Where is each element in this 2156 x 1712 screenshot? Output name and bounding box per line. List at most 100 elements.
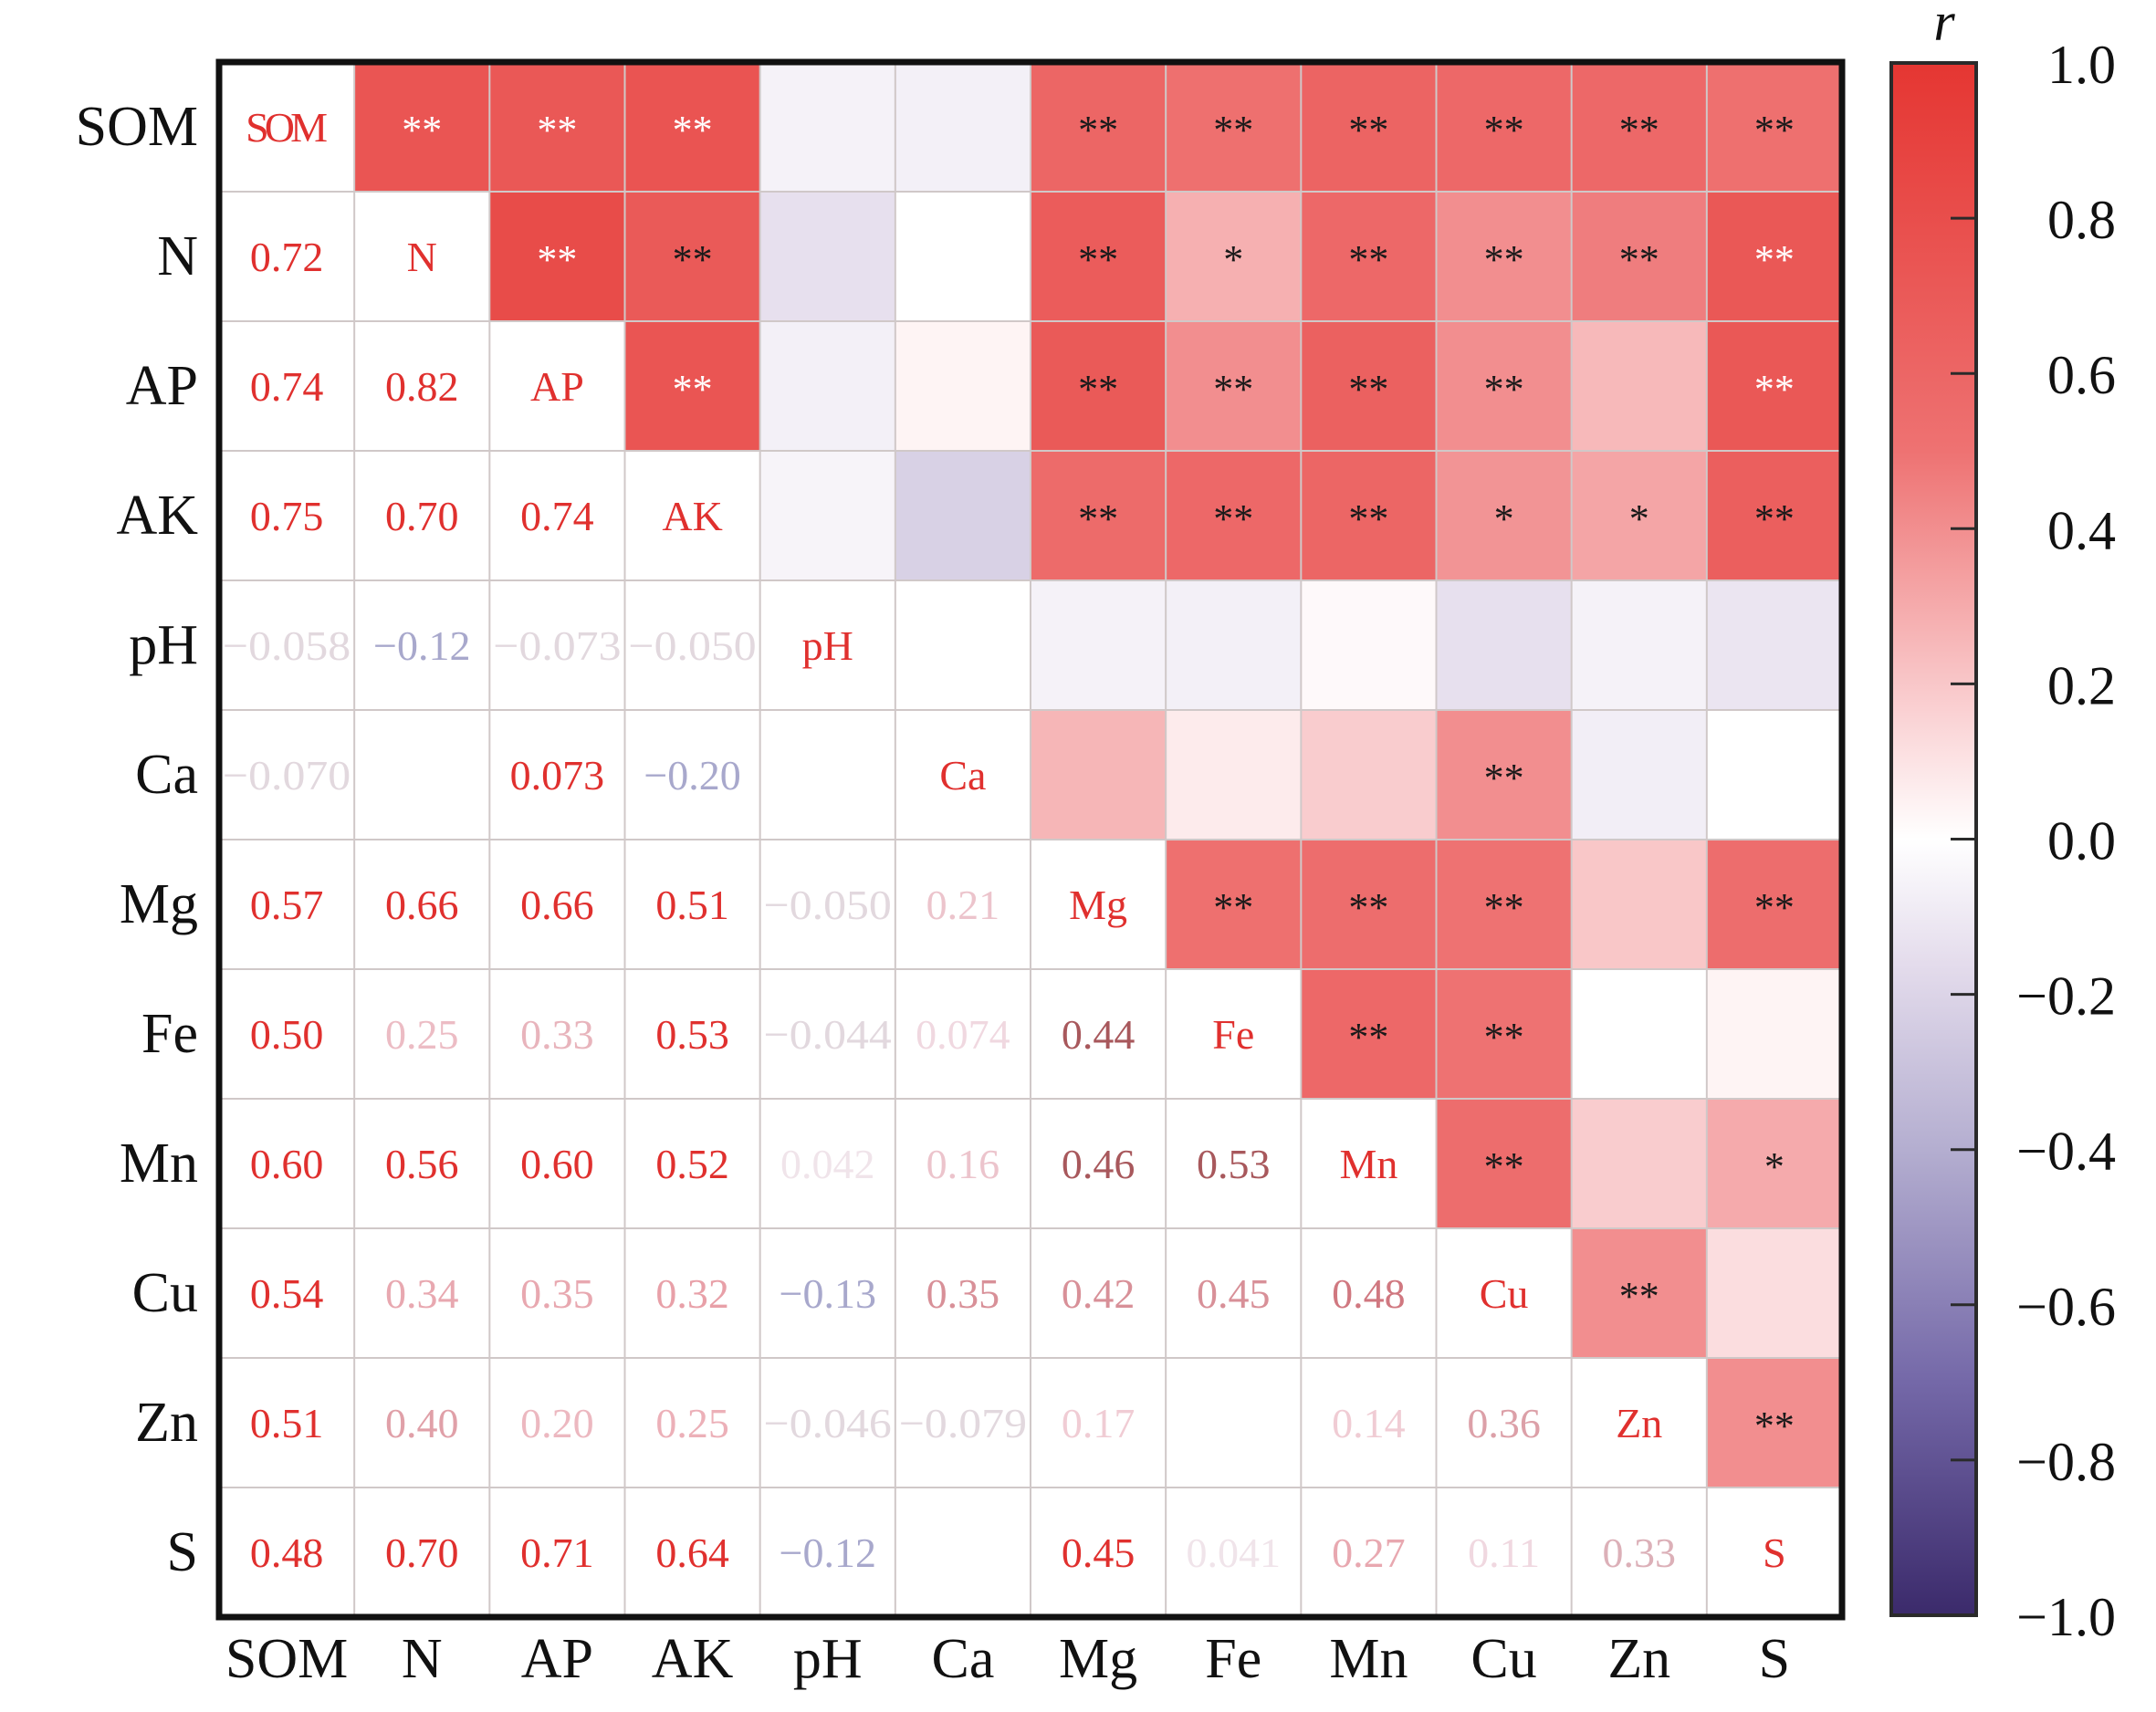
significance-mark: ** bbox=[1484, 1015, 1524, 1060]
value-label-Fe-AK: 0.53 bbox=[655, 1011, 729, 1058]
cell-Mn-S bbox=[1706, 1099, 1843, 1229]
diagonal-label-Mn: Mn bbox=[1339, 1141, 1397, 1187]
value-label-Fe-N: 0.25 bbox=[385, 1011, 459, 1058]
column-label-S: S bbox=[1759, 1628, 1790, 1690]
value-label-Cu-Fe: 0.45 bbox=[1197, 1270, 1271, 1317]
colorbar-title: r bbox=[1933, 0, 1955, 52]
cell-AK-pH bbox=[759, 451, 896, 581]
value-label-Ca-AP: 0.073 bbox=[510, 752, 605, 799]
cell-AK-Ca bbox=[895, 451, 1031, 581]
value-label-Mn-AK: 0.52 bbox=[655, 1141, 729, 1187]
cell-AK-Zn bbox=[1571, 451, 1708, 581]
heatmap-cell-labels: SOM ** ** ** ** ** ** ** ** **0.72 N ** ** ** * ** ** ** *… bbox=[223, 104, 1795, 1576]
colorbar-ticks: 1.0 0.8 0.6 0.4 0.2 0.0 −0.2 −0.4 −0.6 −0.8 −1.0 bbox=[1951, 35, 2116, 1647]
cell-AP-pH bbox=[759, 321, 896, 452]
row-label-AK: AK bbox=[116, 485, 198, 547]
significance-mark: * bbox=[1629, 496, 1649, 541]
cell-SOM-AP bbox=[489, 62, 625, 193]
cell-AK-S bbox=[1706, 451, 1843, 581]
cell-AP-Mg bbox=[1031, 321, 1167, 452]
value-label-S-Fe: 0.041 bbox=[1187, 1529, 1282, 1576]
cell-Mg-Mn bbox=[1301, 840, 1437, 970]
significance-mark: ** bbox=[537, 108, 577, 152]
cell-N-S bbox=[1706, 192, 1843, 322]
cell-AK-Mg bbox=[1031, 451, 1167, 581]
value-label-S-SOM: 0.48 bbox=[250, 1529, 324, 1576]
significance-mark: ** bbox=[1619, 1274, 1659, 1319]
colorbar-tick-label: −0.4 bbox=[2016, 1122, 2116, 1182]
cell-Ca-Mg bbox=[1031, 710, 1167, 840]
column-label-N: N bbox=[402, 1628, 443, 1690]
significance-mark: ** bbox=[1078, 367, 1118, 412]
cell-N-Cu bbox=[1436, 192, 1573, 322]
value-label-Cu-N: 0.34 bbox=[385, 1270, 459, 1317]
row-label-Mn: Mn bbox=[120, 1133, 198, 1195]
column-label-Ca: Ca bbox=[931, 1628, 994, 1690]
significance-mark: ** bbox=[1348, 237, 1388, 282]
significance-mark: ** bbox=[1754, 237, 1795, 282]
column-label-Fe: Fe bbox=[1205, 1628, 1261, 1690]
cell-Ca-Mn bbox=[1301, 710, 1437, 840]
significance-mark: ** bbox=[1484, 237, 1524, 282]
value-label-N-SOM: 0.72 bbox=[250, 234, 324, 280]
value-label-pH-AP: −0.073 bbox=[493, 622, 621, 669]
significance-mark: ** bbox=[1754, 367, 1795, 412]
column-label-Mg: Mg bbox=[1059, 1628, 1137, 1690]
value-label-AP-SOM: 0.74 bbox=[250, 363, 324, 410]
value-label-Zn-Mn: 0.14 bbox=[1332, 1400, 1406, 1446]
value-label-S-AP: 0.71 bbox=[520, 1529, 594, 1576]
value-label-S-Zn: 0.33 bbox=[1603, 1529, 1677, 1576]
diagonal-label-Ca: Ca bbox=[939, 752, 986, 799]
colorbar-tick-label: −0.2 bbox=[2016, 966, 2116, 1027]
cell-N-Zn bbox=[1571, 192, 1708, 322]
cell-Fe-Mn bbox=[1301, 969, 1437, 1100]
significance-mark: ** bbox=[1348, 496, 1388, 541]
cell-pH-Zn bbox=[1571, 580, 1708, 711]
significance-mark: ** bbox=[537, 237, 577, 282]
value-label-Cu-Ca: 0.35 bbox=[926, 1270, 1000, 1317]
row-label-Ca: Ca bbox=[135, 744, 198, 806]
significance-mark: ** bbox=[1078, 496, 1118, 541]
value-label-Zn-SOM: 0.51 bbox=[250, 1400, 324, 1446]
value-label-Mn-N: 0.56 bbox=[385, 1141, 459, 1187]
diagonal-label-pH: pH bbox=[802, 622, 853, 669]
significance-mark: * bbox=[1764, 1144, 1784, 1189]
value-label-S-Mg: 0.45 bbox=[1062, 1529, 1136, 1576]
diagonal-label-SOM: SOM bbox=[246, 104, 328, 151]
cell-SOM-S bbox=[1706, 62, 1843, 193]
cell-SOM-AK bbox=[624, 62, 761, 193]
cell-N-Mg bbox=[1031, 192, 1167, 322]
value-label-pH-SOM: −0.058 bbox=[223, 622, 351, 669]
heatmap-grid bbox=[219, 62, 1842, 1617]
row-label-S: S bbox=[167, 1521, 198, 1583]
value-label-Mg-SOM: 0.57 bbox=[250, 882, 324, 928]
cell-SOM-Zn bbox=[1571, 62, 1708, 193]
cell-Zn-S bbox=[1706, 1358, 1843, 1488]
cell-Ca-Zn bbox=[1571, 710, 1708, 840]
significance-mark: ** bbox=[1619, 237, 1659, 282]
significance-mark: ** bbox=[1213, 885, 1253, 930]
row-label-pH: pH bbox=[129, 614, 198, 676]
value-label-Mg-pH: −0.050 bbox=[764, 882, 892, 928]
value-label-pH-AK: −0.050 bbox=[629, 622, 757, 669]
column-axis-labels: SOM N AP AK pH Ca Mg Fe Mn Cu Zn S bbox=[225, 1628, 1790, 1690]
colorbar-tick-label: −0.8 bbox=[2016, 1432, 2116, 1492]
value-label-Mn-Mg: 0.46 bbox=[1062, 1141, 1136, 1187]
cell-pH-S bbox=[1706, 580, 1843, 711]
value-label-Fe-AP: 0.33 bbox=[520, 1011, 594, 1058]
cell-Ca-Cu bbox=[1436, 710, 1573, 840]
value-label-Cu-Mg: 0.42 bbox=[1062, 1270, 1136, 1317]
significance-mark: ** bbox=[402, 108, 442, 152]
diagonal-label-Mg: Mg bbox=[1069, 882, 1127, 928]
diagonal-label-N: N bbox=[407, 234, 437, 280]
colorbar-tick-label: 0.2 bbox=[2047, 655, 2116, 715]
cell-pH-Ca bbox=[895, 580, 1031, 711]
value-label-Ca-SOM: −0.070 bbox=[223, 752, 351, 799]
significance-mark: ** bbox=[1619, 108, 1659, 152]
row-label-Cu: Cu bbox=[132, 1262, 198, 1324]
colorbar-tick-label: 0.6 bbox=[2047, 345, 2116, 405]
cell-AP-AK bbox=[624, 321, 761, 452]
cell-SOM-Fe bbox=[1166, 62, 1302, 193]
significance-mark: ** bbox=[1348, 885, 1388, 930]
cell-Mg-Zn bbox=[1571, 840, 1708, 970]
